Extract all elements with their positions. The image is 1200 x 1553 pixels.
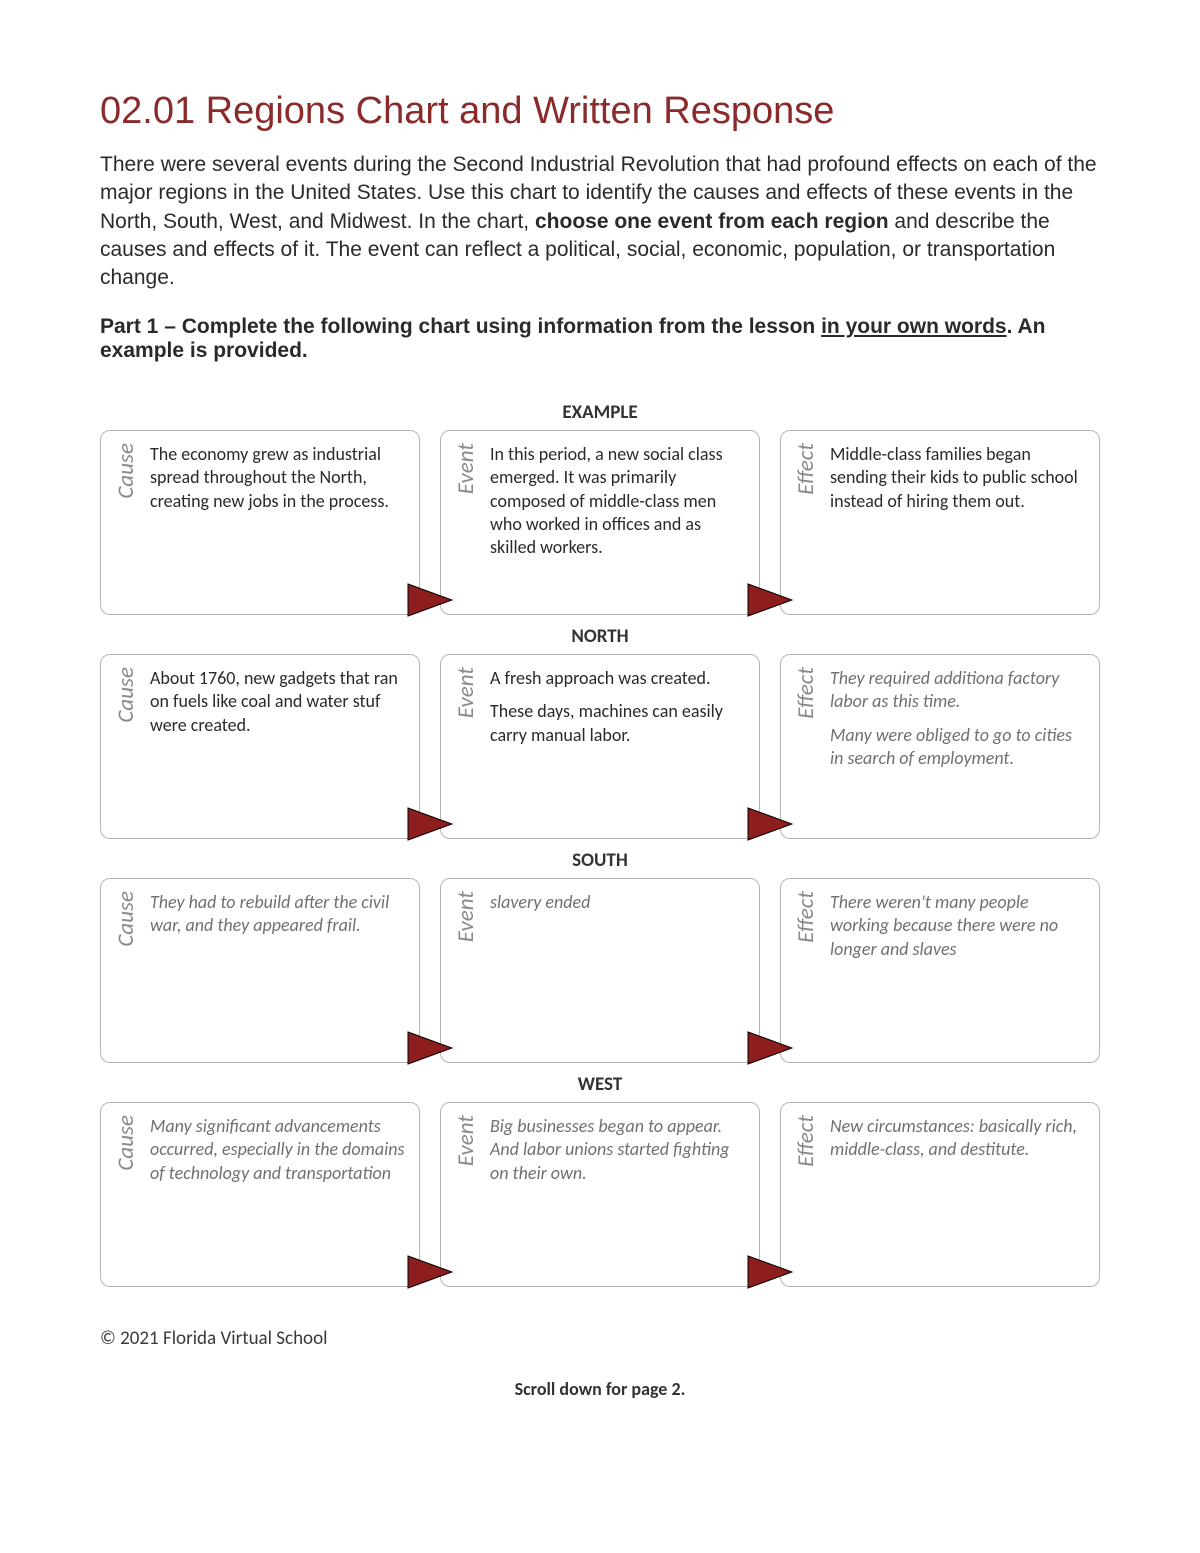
example-cause-label: Cause (115, 443, 138, 501)
section-north: NORTH Cause About 1760, new gadgets that… (100, 625, 1100, 839)
example-cause-text: The economy grew as industrial spread th… (150, 443, 405, 513)
west-event-cell: Event Big businesses began to appear. An… (440, 1102, 760, 1287)
west-effect-cell: Effect New circumstances: basically rich… (780, 1102, 1100, 1287)
west-cause-label: Cause (115, 1115, 138, 1173)
example-effect-text: Middle-class families began sending thei… (830, 443, 1085, 513)
row-west: Cause Many significant advancements occu… (100, 1102, 1100, 1287)
page: 02.01 Regions Chart and Written Response… (0, 0, 1200, 1440)
section-heading-north: NORTH (100, 625, 1100, 648)
north-cause-text: About 1760, new gadgets that ran on fuel… (150, 667, 405, 737)
south-effect-label: Effect (795, 891, 818, 945)
north-event-cell: Event A fresh approach was created.These… (440, 654, 760, 839)
arrow-icon (407, 807, 453, 841)
section-heading-south: SOUTH (100, 849, 1100, 872)
arrow-icon (747, 1255, 793, 1289)
section-west: WEST Cause Many significant advancements… (100, 1073, 1100, 1287)
example-effect-cell: Effect Middle-class families began sendi… (780, 430, 1100, 615)
north-event-label: Event (455, 667, 478, 720)
example-event-label: Event (455, 443, 478, 496)
example-cause-cell: Cause The economy grew as industrial spr… (100, 430, 420, 615)
north-effect-cell: Effect They required additiona factory l… (780, 654, 1100, 839)
north-event-text: A fresh approach was created.These days,… (490, 667, 745, 747)
west-effect-label: Effect (795, 1115, 818, 1169)
arrow-icon (407, 583, 453, 617)
arrow-icon (747, 583, 793, 617)
document-title: 02.01 Regions Chart and Written Response (100, 90, 1100, 133)
south-cause-label: Cause (115, 891, 138, 949)
section-example: EXAMPLE Cause The economy grew as indust… (100, 401, 1100, 615)
example-event-cell: Event In this period, a new social class… (440, 430, 760, 615)
south-event-text: slavery ended (490, 891, 590, 914)
arrow-icon (747, 807, 793, 841)
west-cause-text: Many significant advancements occurred, … (150, 1115, 405, 1185)
west-effect-text: New circumstances: basically rich, middl… (830, 1115, 1085, 1162)
chart-sections: EXAMPLE Cause The economy grew as indust… (100, 401, 1100, 1287)
arrow-icon (747, 1031, 793, 1065)
north-effect-text: They required additiona factory labor as… (830, 667, 1085, 771)
south-effect-text: There weren't many people working becaus… (830, 891, 1085, 961)
west-event-label: Event (455, 1115, 478, 1168)
row-north: Cause About 1760, new gadgets that ran o… (100, 654, 1100, 839)
section-south: SOUTH Cause They had to rebuild after th… (100, 849, 1100, 1063)
scroll-note: Scroll down for page 2. (100, 1378, 1100, 1400)
arrow-icon (407, 1031, 453, 1065)
west-cause-cell: Cause Many significant advancements occu… (100, 1102, 420, 1287)
south-cause-text: They had to rebuild after the civil war,… (150, 891, 405, 938)
example-effect-label: Effect (795, 443, 818, 497)
south-event-label: Event (455, 891, 478, 944)
section-heading-west: WEST (100, 1073, 1100, 1096)
arrow-icon (407, 1255, 453, 1289)
row-south: Cause They had to rebuild after the civi… (100, 878, 1100, 1063)
north-cause-label: Cause (115, 667, 138, 725)
row-example: Cause The economy grew as industrial spr… (100, 430, 1100, 615)
south-event-cell: Event slavery ended (440, 878, 760, 1063)
north-effect-label: Effect (795, 667, 818, 721)
section-heading-example: EXAMPLE (100, 401, 1100, 424)
south-cause-cell: Cause They had to rebuild after the civi… (100, 878, 420, 1063)
south-effect-cell: Effect There weren't many people working… (780, 878, 1100, 1063)
west-event-text: Big businesses began to appear. And labo… (490, 1115, 745, 1185)
part1-heading: Part 1 – Complete the following chart us… (100, 315, 1100, 363)
intro-paragraph: There were several events during the Sec… (100, 151, 1100, 293)
north-cause-cell: Cause About 1760, new gadgets that ran o… (100, 654, 420, 839)
example-event-text: In this period, a new social class emerg… (490, 443, 745, 560)
copyright-footer: © 2021 Florida Virtual School (100, 1327, 1100, 1350)
